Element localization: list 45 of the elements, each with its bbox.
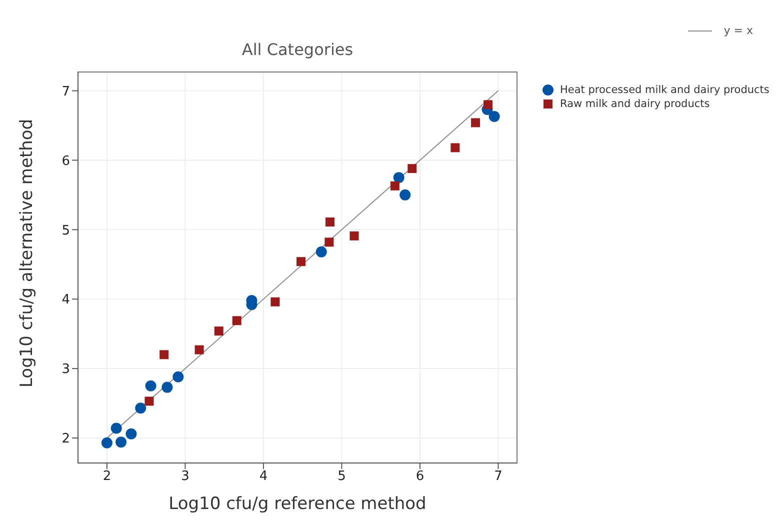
point [488,110,500,122]
point [214,326,224,336]
point [400,189,411,200]
point [270,297,280,306]
point [450,143,460,152]
point [126,428,137,440]
point [408,164,417,174]
legend-label: Heat processed milk and dairy products [560,84,770,96]
point [232,316,242,326]
point [296,257,306,266]
x-tick-label: 4 [259,469,268,484]
point [324,238,334,247]
x-tick-label: 3 [181,469,190,484]
y-axis-title: Log10 cfu/g alternative method [17,118,38,388]
point [316,246,327,258]
point [194,345,204,354]
point [145,380,156,392]
y-tick-label: 5 [62,223,70,238]
x-axis-title: Log10 cfu/g reference method [168,494,426,514]
point [390,181,400,190]
point [135,402,146,414]
point [144,396,154,406]
y-tick-label: 7 [62,84,70,100]
point [471,118,480,128]
point [116,436,127,448]
point [393,172,404,184]
point [325,218,334,227]
y-tick-label: 2 [62,432,70,447]
y-tick-label: 6 [62,154,70,169]
point [350,231,359,240]
point [162,382,173,393]
point [172,371,184,382]
x-tick-label: 7 [494,469,502,484]
x-tick-label: 5 [338,469,346,484]
point [160,350,169,360]
point [110,422,122,434]
legend-label: y = x [724,24,753,37]
chart-title: All Categories [240,40,354,59]
x-tick-label: 6 [416,469,424,484]
x-tick-label: 2 [102,469,112,484]
y-tick-label: 3 [62,362,70,378]
point [484,100,493,110]
legend-label: Raw milk and dairy products [560,98,710,110]
y-tick-label: 4 [62,292,70,308]
point [101,437,112,448]
